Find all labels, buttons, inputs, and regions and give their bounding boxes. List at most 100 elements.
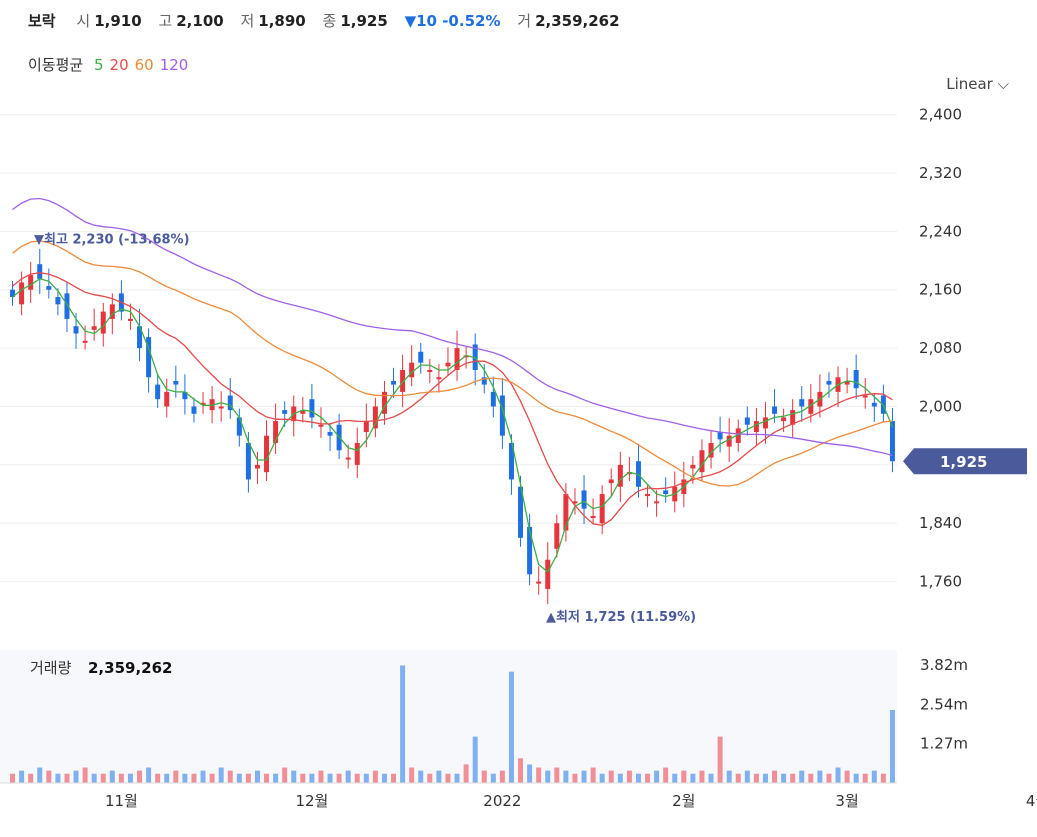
price-tick-label: 2,400 [919,106,962,124]
candle-body [191,406,197,414]
candle-body [790,410,796,425]
volume-bar [100,773,106,783]
candle-body [318,424,324,427]
ma-line-120 [12,197,893,457]
volume-bar [762,773,768,783]
volume-bar [164,773,170,783]
candle-body [871,402,877,407]
candle-body [254,464,260,469]
candle-body [100,311,106,334]
volume-bar [799,770,805,783]
candle-body [381,391,387,414]
candle-body [762,417,768,429]
candle-body [109,304,115,319]
volume-tick-label: 3.82m [920,656,968,674]
stock-name: 보락 [28,12,56,30]
volume-bar [173,770,179,783]
candle-body [82,340,88,343]
ma-60[interactable]: 60 [134,56,154,74]
ma-20[interactable]: 20 [109,56,129,74]
candle-body [708,442,714,458]
volume-bar [209,773,215,783]
volume-bar [227,770,233,783]
candle-body [527,526,533,575]
volume-bar [753,773,759,783]
volume-bar [236,773,242,783]
volume-bar [490,773,496,783]
volume-bar [572,773,578,783]
volume-bar [617,773,623,783]
volume-bar [817,770,823,783]
current-price-badge [903,448,1027,475]
candle-body [599,494,605,524]
candle-body [173,380,179,385]
volume-bar [654,770,660,783]
candle-body [490,391,496,407]
price-tick-label: 1,840 [919,514,962,532]
candle-body [127,318,133,321]
price-tick-label: 2,240 [919,222,962,240]
candle-body [572,501,578,504]
volume-bar [127,773,133,783]
x-tick-label: 12월 [295,792,328,810]
ma-5[interactable]: 5 [93,56,104,74]
candle-body [64,293,70,319]
candle-body [55,297,61,305]
candle-body [73,326,79,334]
candle-body [753,421,759,433]
candle-body [218,406,224,409]
volume-bar [726,770,732,783]
volume-bar [73,770,79,783]
candle-body [699,450,705,473]
candle-body [391,380,397,385]
volume-bar [19,770,25,783]
high-value: 2,100 [176,12,224,30]
open-value: 1,910 [94,12,142,30]
volume-bar [472,736,478,783]
candle-body [799,399,805,407]
scale-label: Linear [946,75,993,93]
volume-bar [82,767,88,783]
close-label: 종 [322,12,337,30]
candle-body [427,370,433,372]
volume-bar [581,770,587,783]
volume-bar [681,770,687,783]
volume-bar [264,773,270,783]
volume-bar [781,773,787,783]
ma-120[interactable]: 120 [159,56,189,74]
volume-bar [708,773,714,783]
low-label: 저 [240,12,255,30]
candle-body [372,406,378,429]
volume-tick-label: 1.27m [920,735,968,753]
price-header: 보락 시 1,910 고 2,100 저 1,890 종 1,925 ▼10 -0.52… [28,10,632,31]
candle-body [236,417,242,436]
candle-body [46,286,52,290]
volume-bar [826,773,832,783]
candle-body [300,410,306,414]
volume-bar [336,773,342,783]
volume-bar [391,773,397,783]
chevron-down-icon: ⌵ [997,75,1009,93]
candle-body [409,362,415,378]
candle-body [227,395,233,411]
scale-selector[interactable]: Linear ⌵ [946,75,1009,93]
high-marker: ▼최고 2,230 (-13.68%) [34,233,190,248]
volume-bar [518,758,524,783]
candle-body [146,337,152,378]
volume-bar [400,665,406,783]
volume-bar [835,767,841,783]
volume-bar [28,773,34,783]
volume-bar [200,770,206,783]
low-marker: ▲최저 1,725 (11.59%) [546,610,696,625]
low-value: 1,890 [258,12,306,30]
candle-body [273,421,279,443]
volume-bar [499,770,505,783]
x-tick-label: 4월 [1026,792,1037,810]
volume-bar [182,773,188,783]
candle-body [155,384,161,400]
volume-bar [327,773,333,783]
volume-bar [527,764,533,783]
volume-bar [218,767,224,783]
volume-bar [245,773,251,783]
